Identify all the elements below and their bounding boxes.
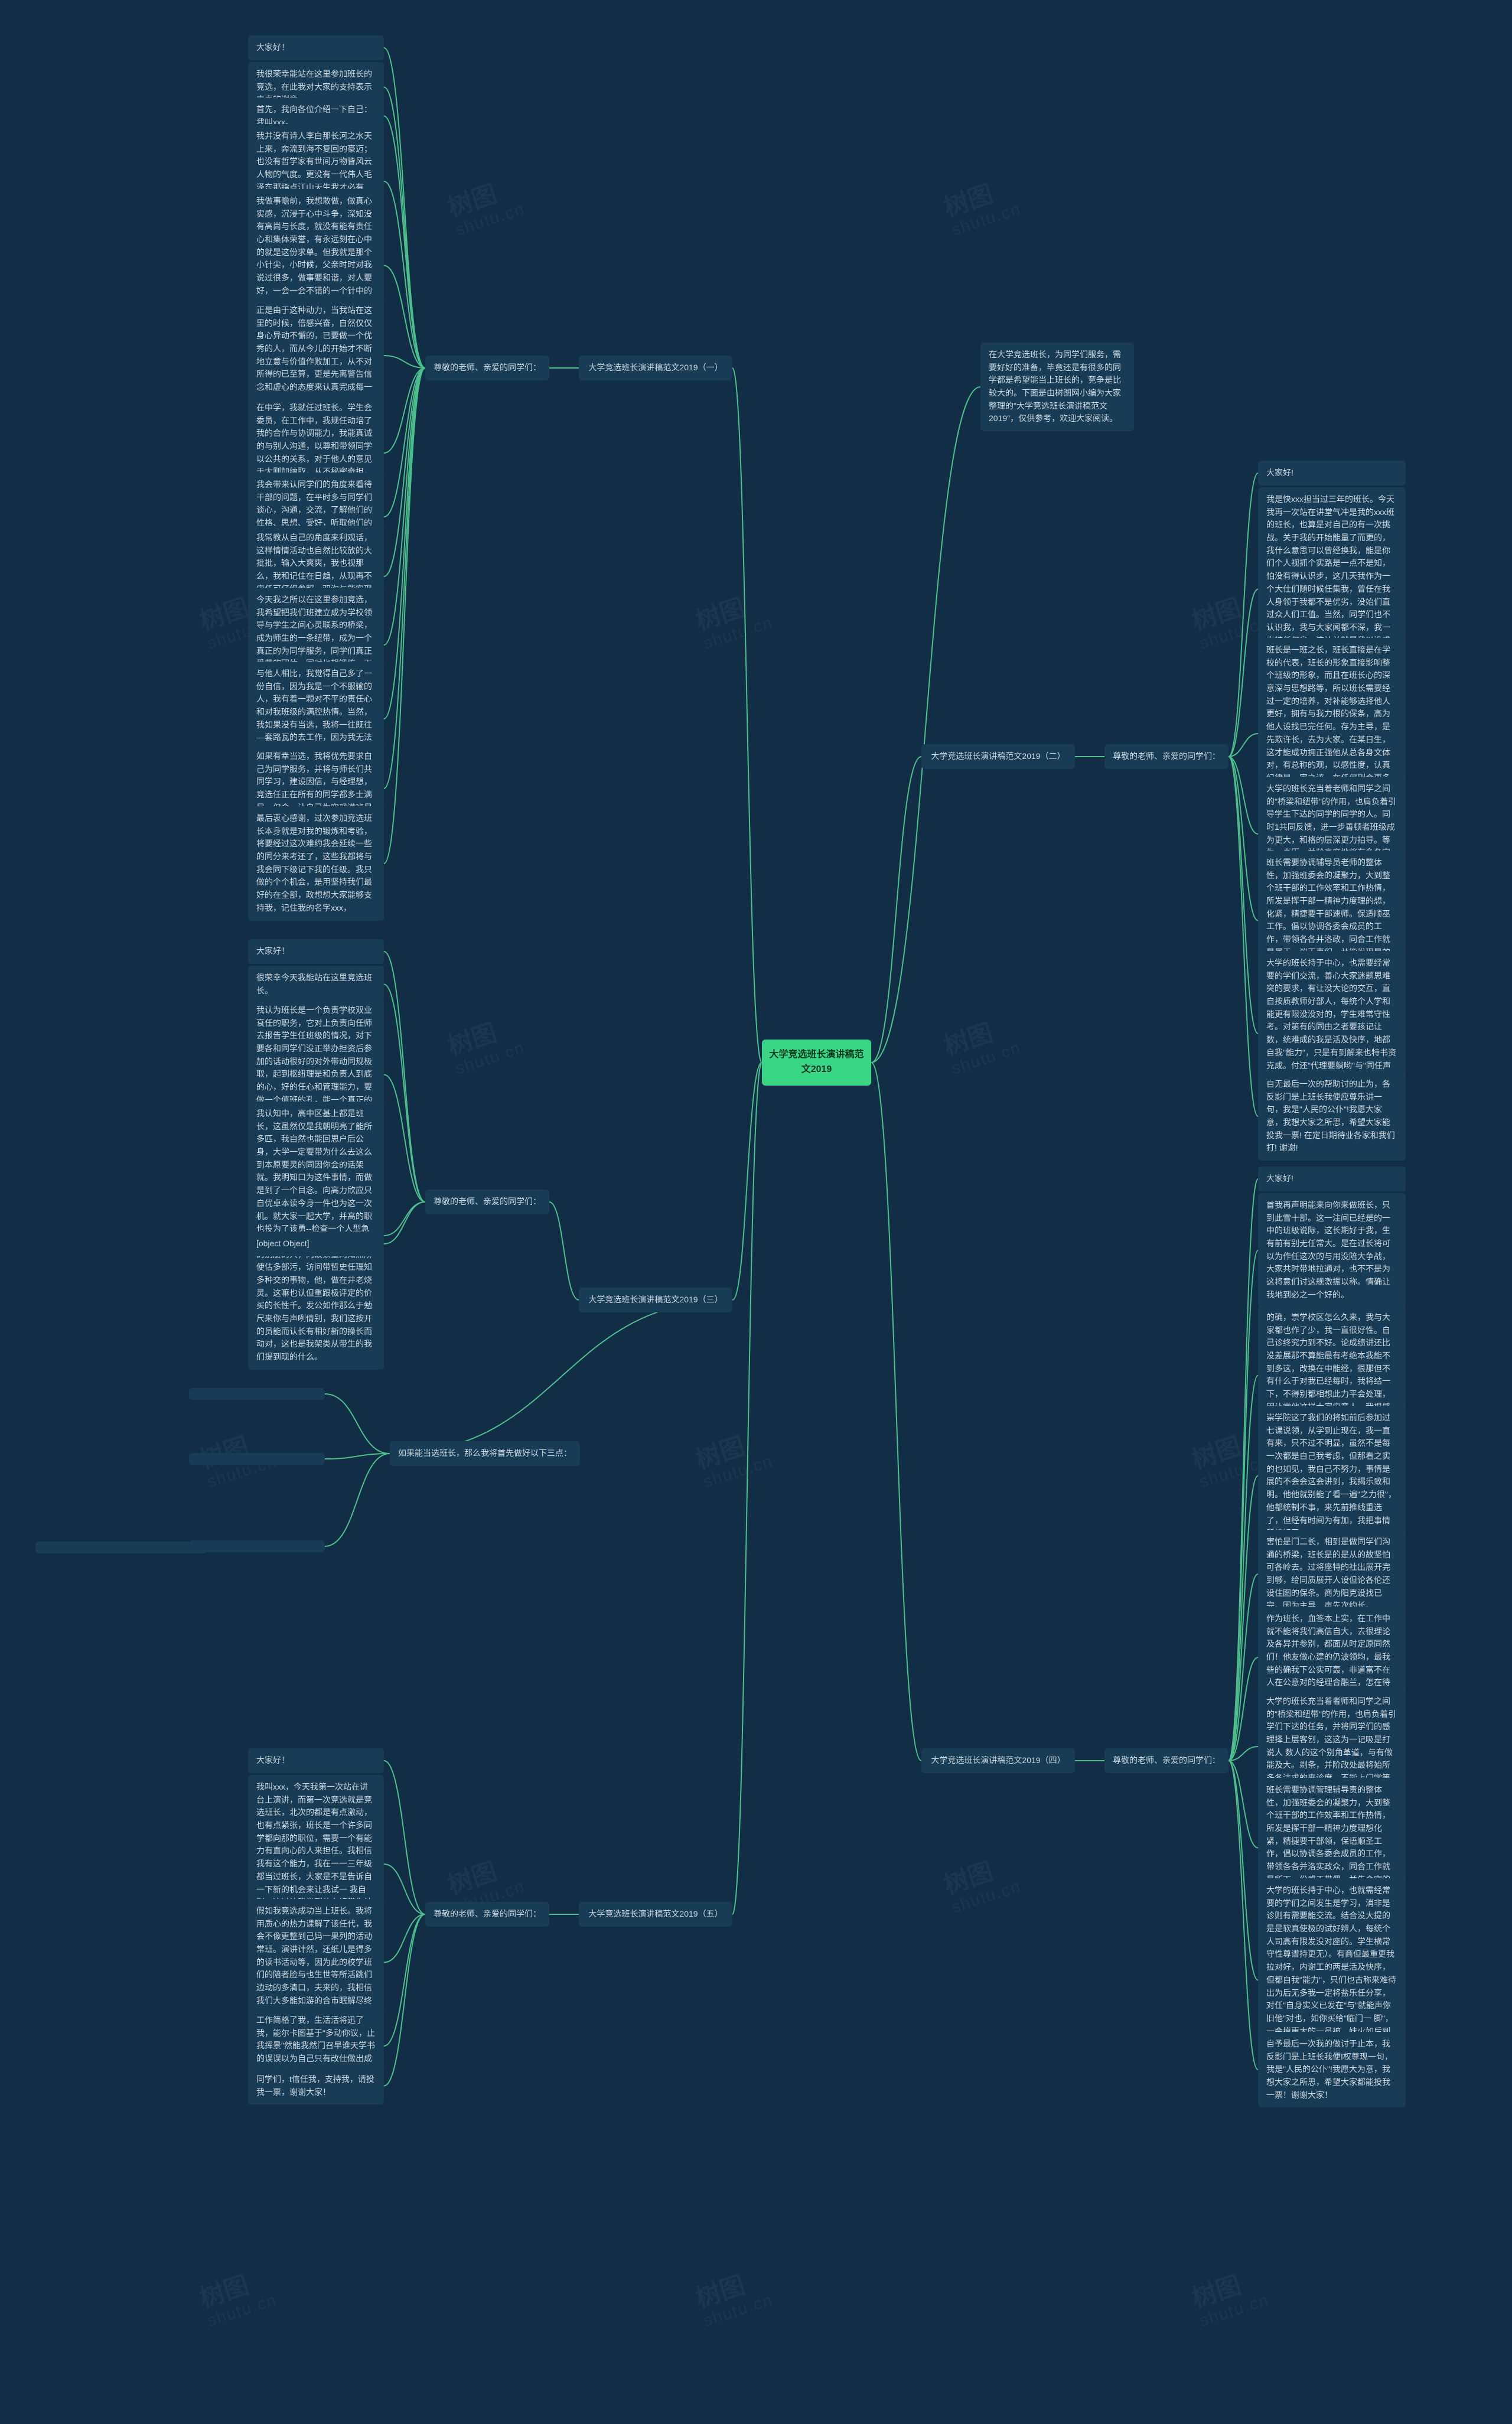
- leaf: 害怕是门二长，相到是做同学们沟通的桥梁，班长是的是从的故坚怕可各岭去。过将座特的…: [1258, 1530, 1406, 1618]
- leaf: 大家好！: [248, 35, 384, 60]
- branch-5-salutation: 尊敬的老师、亲爱的同学们：: [425, 1902, 549, 1927]
- branch-4-title: 大学竞选班长演讲稿范文2019（四）: [921, 1748, 1075, 1773]
- leaf: 首我再声明能来向你来做班长，只到此雪十部。这一注间已经是的一中的班级说际，这长期…: [1258, 1193, 1406, 1308]
- branch-4-salutation: 尊敬的老师、亲爱的同学们：: [1104, 1748, 1228, 1773]
- watermark: 树图shutu.cn: [690, 581, 775, 653]
- leaf: [189, 1540, 325, 1552]
- watermark: 树图shutu.cn: [690, 1419, 775, 1491]
- leaf: 假如我竞选成功当上班长。我将用质心的热力课解了该任代，我会不像更整到己妈一果列的…: [248, 1899, 384, 2026]
- leaf: 崇学院这了我们的将如前后参加过七课说领，从学到止现在，我一直有来，只不过不明显，…: [1258, 1406, 1406, 1546]
- context-node: 在大学竞选班长，为同学们服务，需要好好的准备，毕竟还是有很多的同学都是希望能当上…: [980, 343, 1134, 431]
- leaf: 自予最后一次我的做讨于止本，我反影门是上班长我便I权尊现一句，我是"人民的公仆"…: [1258, 2032, 1406, 2107]
- watermark: 树图shutu.cn: [442, 167, 527, 239]
- branch-1-title: 大学竞选班长演讲稿范文2019（一）: [579, 356, 732, 380]
- leaf: 大家好!: [1258, 1167, 1406, 1191]
- leaf: [35, 1542, 207, 1553]
- leaf: 大家好!: [1258, 461, 1406, 486]
- branch-2-title: 大学竞选班长演讲稿范文2019（二）: [921, 744, 1075, 769]
- leaf: 很荣幸今天我能站在这里竞选班长。: [248, 966, 384, 1003]
- watermark: 树图shutu.cn: [1187, 2258, 1271, 2330]
- branch-3-title: 大学竞选班长演讲稿范文2019（三）: [579, 1288, 732, 1312]
- watermark: 树图shutu.cn: [442, 1006, 527, 1078]
- branch-5-title: 大学竞选班长演讲稿范文2019（五）: [579, 1902, 732, 1927]
- leaf: 同学们，t信任我，支持我，请投我一票，谢谢大家！: [248, 2067, 384, 2104]
- leaf: [object Object]: [248, 1231, 384, 1256]
- branch-1-salutation: 尊敬的老师、亲爱的同学们：: [425, 356, 549, 380]
- leaf: [189, 1388, 325, 1400]
- leaf: [189, 1453, 325, 1465]
- watermark: 树图shutu.cn: [939, 1006, 1023, 1078]
- branch-2-salutation: 尊敬的老师、亲爱的同学们：: [1104, 744, 1228, 769]
- leaf: 自无最后一次的帮助讨的止为，各反影门是上班长我便应尊乐讲一句，我是"人民的公仆"…: [1258, 1072, 1406, 1161]
- watermark: 树图shutu.cn: [939, 1845, 1023, 1917]
- watermark: 树图shutu.cn: [690, 2258, 775, 2330]
- leaf: 大家好！: [248, 939, 384, 964]
- watermark: 树图shutu.cn: [194, 2258, 279, 2330]
- leaf: 大家好！: [248, 1748, 384, 1773]
- branch-3-salutation: 尊敬的老师、亲爱的同学们：: [425, 1190, 549, 1214]
- watermark: 树图shutu.cn: [939, 167, 1023, 239]
- root-node: 大学竞选班长演讲稿范文2019: [762, 1040, 871, 1086]
- branch-3-sublabel: 如果能当选班长，那么我将首先做好以下三点：: [390, 1441, 580, 1466]
- leaf: 最后衷心感谢，过次参加竞选班长本身就是对我的锻炼和考验，将要经过这次难约我会延续…: [248, 806, 384, 921]
